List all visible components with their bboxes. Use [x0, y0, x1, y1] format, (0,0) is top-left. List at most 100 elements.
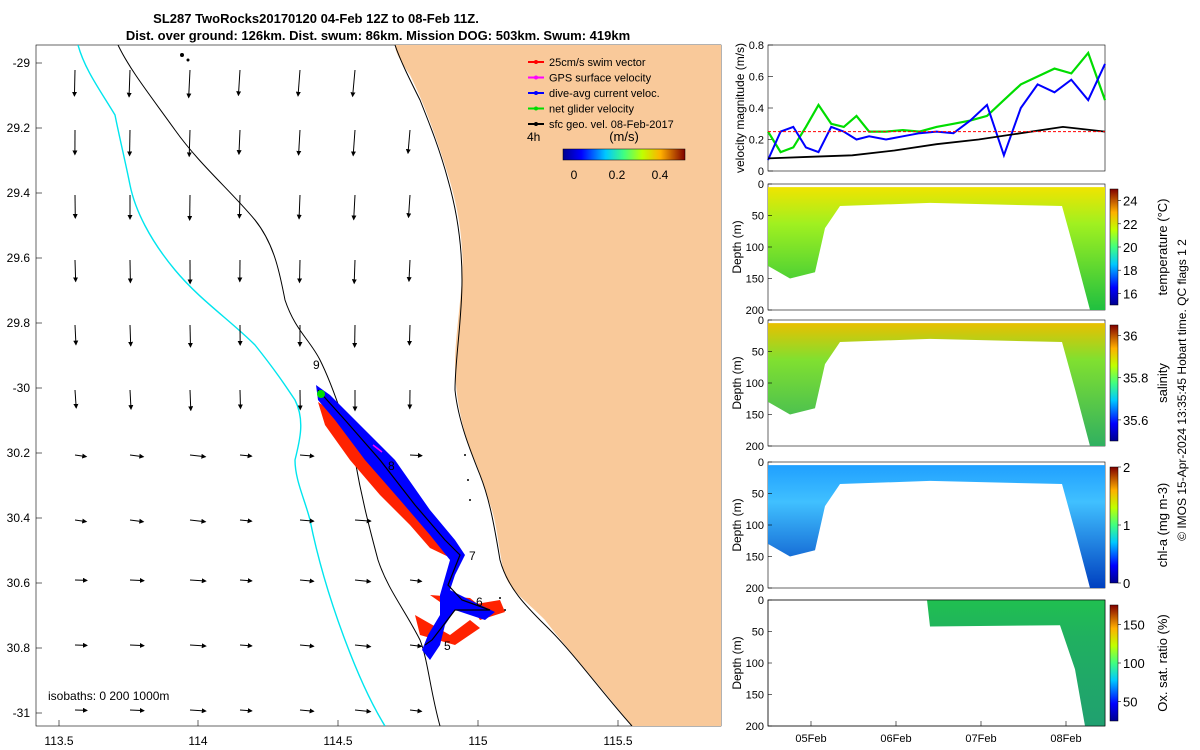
velocity-y-tick-label: 0.4	[749, 103, 764, 115]
section-y-tick-label: 200	[746, 583, 764, 595]
track-label-5: 5	[444, 639, 451, 653]
section-colorbar	[1110, 325, 1118, 441]
section-colorbar-label: 0	[1123, 576, 1130, 591]
map-y-tick-label: 29.2	[7, 121, 31, 135]
map-y-tick-label: 29.6	[7, 251, 31, 265]
section-y-tick-label: 100	[746, 658, 764, 670]
velocity-panel: 0 0.2 0.4 0.6 0.8 velocity magnitude (m/s)	[733, 40, 1105, 178]
speed-colorbar	[563, 149, 685, 160]
section-y-tick-label: 200	[746, 441, 764, 453]
section-ylabel: Depth (m)	[730, 498, 744, 551]
time-x-tick-label: 07Feb	[965, 733, 996, 745]
section-colorbar-label: 2	[1123, 460, 1130, 475]
colorbar-tick-0.4: 0.4	[652, 168, 669, 182]
section-colorbar	[1110, 605, 1118, 721]
side-note: © IMOS 15-Apr-2024 13:35:45 Hobart time.…	[1175, 239, 1189, 541]
section-y-tick-label: 100	[746, 242, 764, 254]
section-y-tick-label: 0	[758, 315, 764, 327]
section-y-tick-label: 150	[746, 690, 764, 702]
section-panel-1: 0 50 100 150 200 Depth (m) 24 22 20 18 16 temperatu…	[730, 179, 1170, 317]
legend-label: GPS surface velocity	[549, 73, 652, 85]
track-start-marker	[317, 390, 325, 398]
geo-velocity-arrow	[75, 260, 76, 281]
section-y-tick-label: 100	[746, 378, 764, 390]
section-colorbar-label: 22	[1123, 217, 1137, 232]
section-colorbar-label: 35.8	[1123, 371, 1148, 386]
track-label-6: 6	[476, 595, 483, 609]
velocity-y-tick-label: 0	[758, 166, 764, 178]
track-label-8: 8	[388, 459, 395, 473]
map-y-tick-label: 30.2	[7, 446, 31, 460]
figure: SL287 TwoRocks20170120 04-Feb 12Z to 08-…	[0, 0, 1200, 750]
section-colorbar-label: 24	[1123, 194, 1137, 209]
map-x-tick-label: 115	[468, 734, 487, 748]
section-ylabel: Depth (m)	[730, 636, 744, 689]
section-y-tick-label: 150	[746, 274, 764, 286]
geo-velocity-arrow	[410, 455, 422, 456]
velocity-y-tick-label: 0.6	[749, 72, 764, 84]
section-panel-4: 050100150200Depth (m)15010050 Ox. sat. ra…	[730, 595, 1170, 733]
velocity-y-tick-label: 0.2	[749, 135, 764, 147]
geo-velocity-arrow	[239, 195, 240, 218]
colorbar-tick-0.2: 0.2	[609, 168, 626, 182]
map-y-tick-label: 30.6	[7, 576, 31, 590]
geo-velocity-arrow	[130, 710, 144, 711]
colorbar-title: (m/s)	[609, 129, 639, 144]
map-y-tick-label: -31	[13, 706, 31, 720]
legend-label: 25cm/s swim vector	[549, 57, 646, 69]
section-colorbar-label: 20	[1123, 240, 1137, 255]
section-colorbar-label: 18	[1123, 263, 1137, 278]
map-x-tick-label: 113.5	[44, 734, 73, 748]
track-label-9: 9	[313, 358, 320, 372]
legend-swatch-dot	[534, 91, 538, 95]
time-x-tick-label: 06Feb	[880, 733, 911, 745]
track-label-7: 7	[469, 549, 476, 563]
legend-swatch-dot	[534, 122, 538, 126]
section-y-tick-label: 50	[752, 211, 764, 223]
section-colorbar-label: 36	[1123, 329, 1137, 344]
legend-swatch-dot	[534, 76, 538, 80]
section-ylabel: Depth (m)	[730, 220, 744, 273]
time-x-tick-label: 05Feb	[795, 733, 826, 745]
geo-velocity-arrow	[74, 70, 75, 96]
section-y-tick-label: 50	[752, 489, 764, 501]
section-y-tick-label: 0	[758, 457, 764, 469]
section-y-tick-label: 50	[752, 627, 764, 639]
legend-swatch-dot	[534, 60, 538, 64]
section-y-tick-label: 200	[746, 721, 764, 733]
map-y-tick-label: 30.4	[7, 511, 31, 525]
legend-swatch-dot	[534, 107, 538, 111]
map-panel: 9 8 7 6 5 113.5 114 114.5 115 115.5 -29 29.2 2…	[7, 45, 721, 748]
section-colorbar-label: 16	[1123, 286, 1137, 301]
map-y-tick-label: -30	[13, 381, 31, 395]
velocity-ylabel: velocity magnitude (m/s)	[733, 43, 747, 173]
section-panel-3: 0 50 100 150 200 Depth (m) 2 1 0 chl-a (mg m-3)	[730, 457, 1170, 595]
section-colorbar	[1110, 467, 1118, 583]
map-x-tick-label: 114.5	[323, 734, 352, 748]
section-y-tick-label: 0	[758, 179, 764, 191]
legend-label: dive-avg current veloc.	[549, 88, 660, 100]
legend-label: net glider velocity	[549, 104, 634, 116]
colorbar-tick-0: 0	[571, 168, 578, 182]
section-y-tick-label: 150	[746, 552, 764, 564]
map-x-tick-label: 115.5	[603, 734, 632, 748]
isobaths-label: isobaths: 0 200 1000m	[48, 689, 169, 703]
section-colorbar-title: salinity	[1155, 363, 1170, 403]
section-colorbar-label: 1	[1123, 518, 1130, 533]
section-panel-2: 050100150200Depth (m)3635.835.6salinity	[730, 315, 1170, 453]
section-colorbar-title: chl-a (mg m-3)	[1155, 483, 1170, 568]
geo-velocity-arrow	[130, 580, 144, 581]
section-y-tick-label: 150	[746, 410, 764, 422]
section-colorbar-label: 50	[1123, 695, 1137, 710]
map-x-tick-label: 114	[188, 734, 207, 748]
map-y-tick-label: 30.8	[7, 641, 31, 655]
section-ylabel: Depth (m)	[730, 356, 744, 409]
velocity-y-tick-label: 0.8	[749, 40, 764, 52]
section-colorbar-title: Ox. sat. ratio (%)	[1155, 614, 1170, 712]
section-colorbar-title: temperature (°C)	[1155, 199, 1170, 296]
section-y-tick-label: 50	[752, 347, 764, 359]
time-scale-label: 4h	[527, 130, 540, 144]
section-colorbar	[1110, 189, 1118, 305]
section-colorbar-label: 150	[1123, 617, 1145, 632]
